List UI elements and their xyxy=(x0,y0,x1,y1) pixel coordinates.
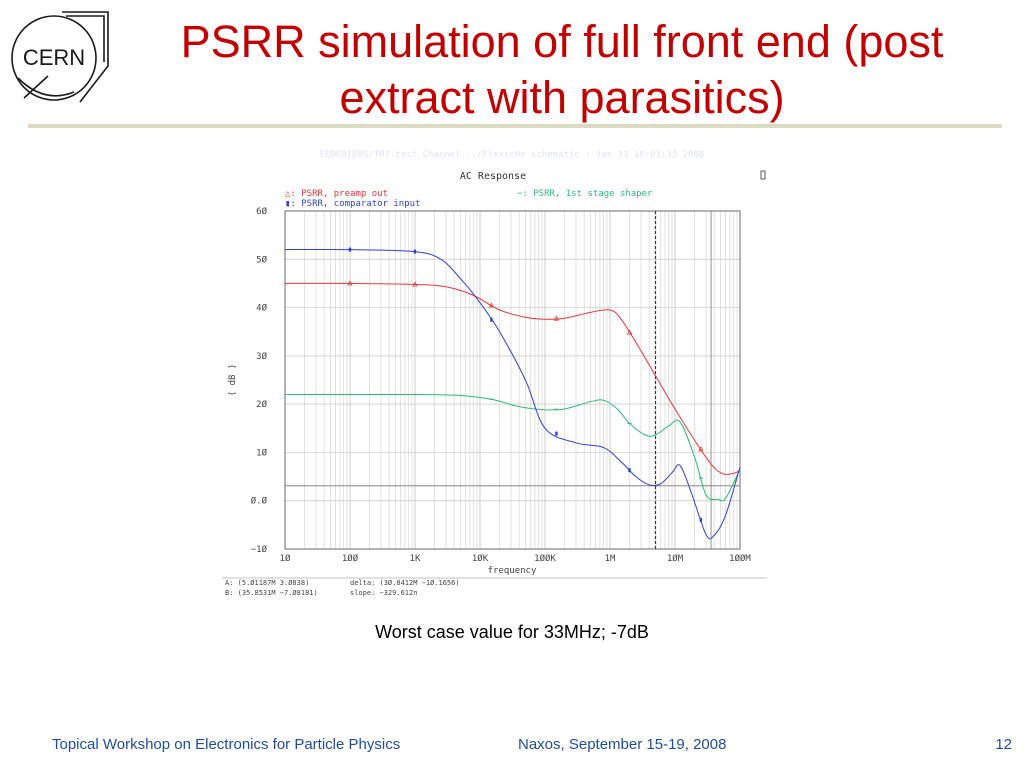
logo-ring xyxy=(11,15,97,101)
footer-event: Topical Workshop on Electronics for Part… xyxy=(52,736,401,753)
series-marker xyxy=(347,280,353,286)
x-axis-ticks: 1Ø 1ØØ 1K 1ØK 1ØØK 1M 1ØM 1ØØM xyxy=(280,553,752,564)
legend-item: ▮: PSRR, comparator input xyxy=(285,199,420,209)
chart-grid xyxy=(284,210,740,550)
x-tick-label: 1ØM xyxy=(667,553,684,564)
y-tick-label: Ø.Ø xyxy=(251,496,268,507)
logo-text: CERN xyxy=(23,45,85,70)
slide-title-line1: PSRR simulation of full front end (post xyxy=(180,16,944,67)
x-tick-label: 1ØØK xyxy=(534,553,556,564)
series-marker xyxy=(699,517,703,522)
y-tick-label: 4Ø xyxy=(256,303,267,314)
plot-frame xyxy=(284,210,741,550)
delta-readout: delta: (3Ø.8412M −1Ø.1656) xyxy=(350,579,460,587)
logo-beam-line xyxy=(23,75,49,99)
series-line xyxy=(284,282,741,475)
chart-title: AC Response xyxy=(460,171,526,182)
cursor-b-readout: B: (35.8531M −7.Ø8181) xyxy=(225,589,318,597)
x-tick-label: 1Ø xyxy=(280,553,291,564)
chart-series xyxy=(284,247,741,540)
series-marker xyxy=(555,431,558,436)
cern-logo: CERN xyxy=(11,11,109,103)
x-tick-label: 1ØØ xyxy=(342,553,359,564)
cursor-a-readout: A: (5.Ø1187M 3.Ø838) xyxy=(225,579,309,587)
series-line xyxy=(285,393,741,502)
series-marker xyxy=(488,302,495,308)
series-line xyxy=(284,248,741,540)
slide-caption: Worst case value for 33MHz; -7dB xyxy=(375,622,649,642)
x-tick-label: 1K xyxy=(410,554,421,564)
psrr-chart: AC Response △: PSRR, preamp out −: PSRR, … xyxy=(222,170,767,597)
y-tick-label: 5Ø xyxy=(256,254,267,265)
x-tick-label: 1ØØM xyxy=(729,553,751,564)
title-divider xyxy=(28,124,1002,128)
series-marker xyxy=(348,247,352,252)
chart-cursors xyxy=(285,211,740,549)
series-marker xyxy=(553,315,560,321)
y-tick-label: 3Ø xyxy=(256,351,267,362)
slide-title-line2: extract with parasitics) xyxy=(339,72,785,123)
chart-legend: △: PSRR, preamp out −: PSRR, 1st stage sh… xyxy=(285,189,653,209)
x-tick-label: 1ØK xyxy=(472,553,489,564)
logo-accelerator-line-2 xyxy=(66,15,105,62)
series-0 xyxy=(284,280,741,475)
logo-accelerator-line xyxy=(62,11,109,103)
series-marker xyxy=(626,329,633,335)
series-marker xyxy=(412,281,418,287)
y-axis-label: ( dB ) xyxy=(228,364,238,397)
series-marker xyxy=(413,249,417,254)
logo-beam-arc xyxy=(17,77,75,97)
y-tick-label: 6Ø xyxy=(256,206,267,217)
series-marker xyxy=(698,446,704,452)
legend-item: △: PSRR, preamp out xyxy=(285,189,388,199)
series-marker xyxy=(490,317,493,322)
x-axis-label: frequency xyxy=(488,566,537,576)
legend-item: −: PSRR, 1st stage shaper xyxy=(517,189,653,199)
y-tick-label: −1Ø xyxy=(251,544,268,555)
series-marker xyxy=(628,468,631,473)
window-icon xyxy=(760,170,766,180)
y-tick-label: 1Ø xyxy=(256,447,267,458)
footer-page-number: 12 xyxy=(995,736,1012,753)
y-axis-ticks: 6Ø 5Ø 4Ø 3Ø 2Ø 1Ø Ø.Ø −1Ø xyxy=(251,206,268,555)
y-tick-label: 2Ø xyxy=(256,399,267,410)
slide-title: PSRR simulation of full front end (post … xyxy=(112,14,1012,126)
x-tick-label: 1M xyxy=(605,554,616,564)
series-1 xyxy=(285,393,741,502)
chart-file-header: FEDGRIDRS/T07.test_Channel.../FlexicHe s… xyxy=(319,150,705,160)
slope-readout: slope: −329.612n xyxy=(350,589,417,597)
footer-location-date: Naxos, September 15-19, 2008 xyxy=(518,736,727,753)
series-2 xyxy=(284,247,741,540)
